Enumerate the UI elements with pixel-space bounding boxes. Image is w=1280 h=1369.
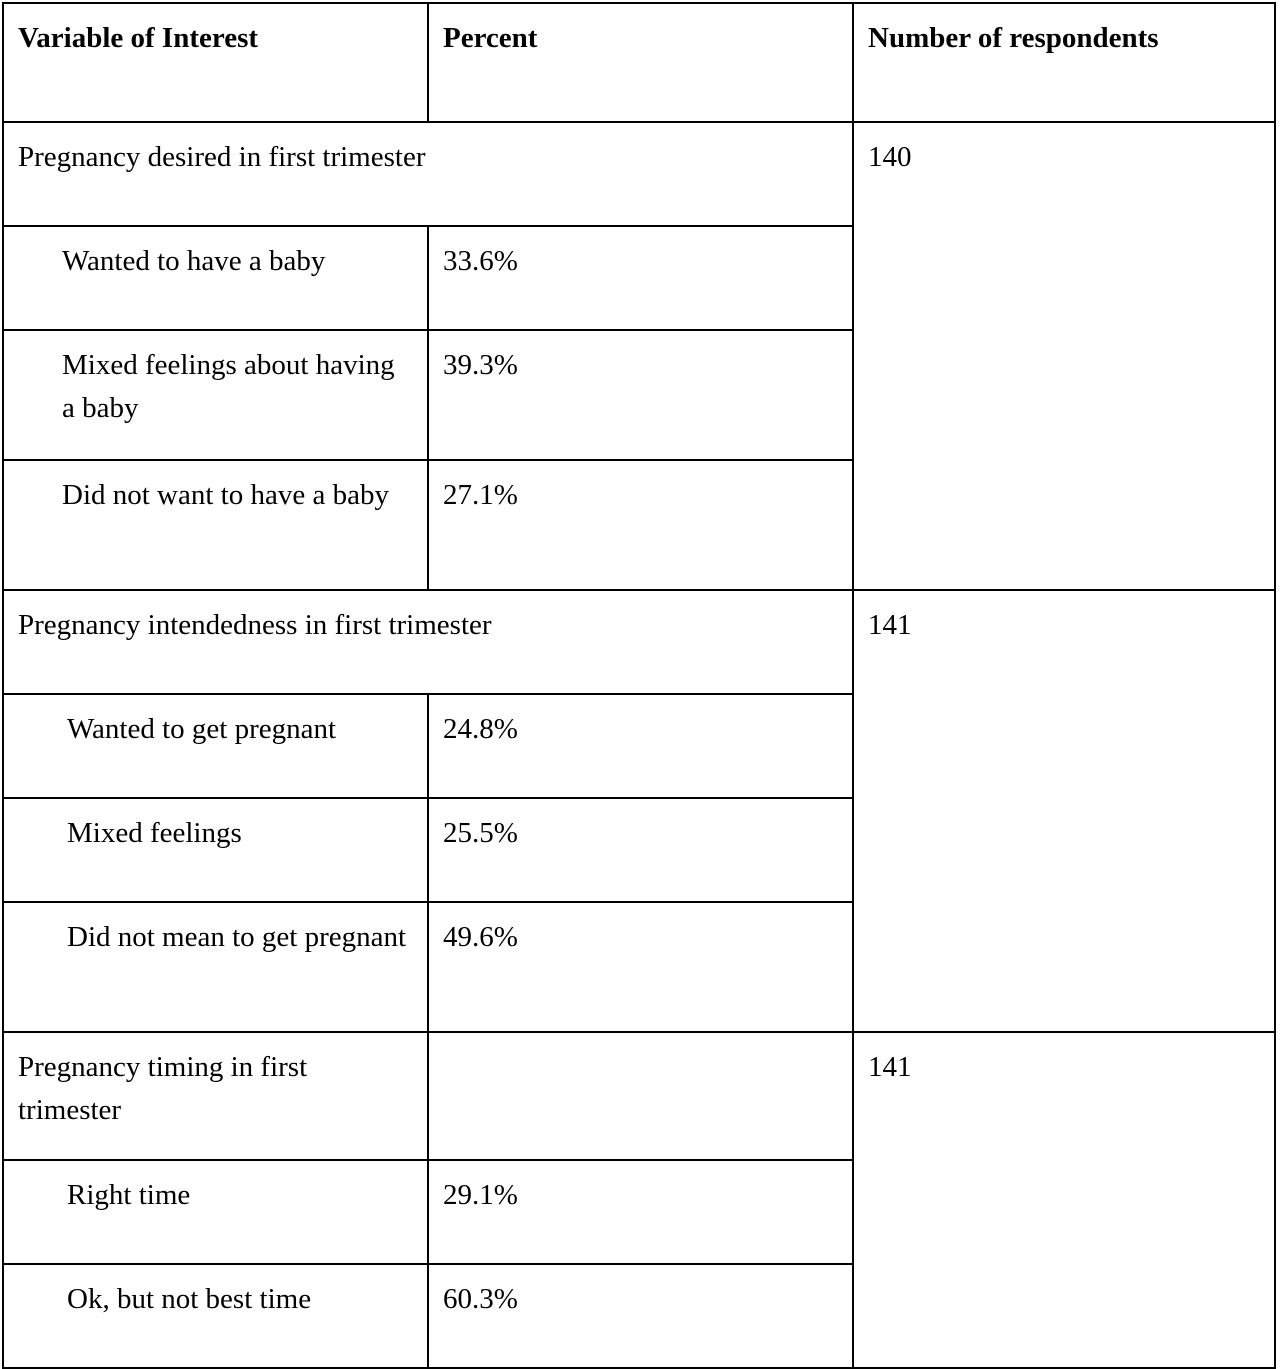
item-label: Mixed feelings about having a baby <box>2 329 429 461</box>
table-row: Did not want to have a baby 27.1% <box>2 459 1275 591</box>
header-row: Variable of Interest Percent Number of r… <box>2 2 1276 123</box>
item-percent: 60.3% <box>427 1263 854 1369</box>
respondents-desired: 140 <box>852 121 1276 591</box>
table-row: Wanted to have a baby 33.6% <box>2 225 1275 331</box>
item-percent: 25.5% <box>427 797 854 903</box>
item-percent: 29.1% <box>427 1159 854 1265</box>
table-row: Mixed feelings 25.5% <box>2 797 1275 903</box>
item-label: Ok, but not best time <box>2 1263 429 1369</box>
header-percent: Percent <box>427 2 854 123</box>
respondents-timing: 141 <box>852 1031 1276 1369</box>
group-row-desired: Pregnancy desired in first trimester 140 <box>2 121 1276 591</box>
header-variable: Variable of Interest <box>2 2 429 123</box>
item-percent: 49.6% <box>427 901 854 1033</box>
item-percent: 24.8% <box>427 693 854 799</box>
group-title-timing: Pregnancy timing in first trimester <box>2 1031 429 1161</box>
group-title-intendedness: Pregnancy intendedness in first trimeste… <box>2 589 854 695</box>
group-percent-empty <box>427 1031 854 1161</box>
group-row-intendedness: Pregnancy intendedness in first trimeste… <box>2 589 1276 1033</box>
table-row: Did not mean to get pregnant 49.6% <box>2 901 1275 1033</box>
header-respondents: Number of respondents <box>852 2 1276 123</box>
item-percent: 27.1% <box>427 459 854 591</box>
item-percent: 33.6% <box>427 225 854 331</box>
table-row: Wanted to get pregnant 24.8% <box>2 693 1275 799</box>
item-label: Wanted to get pregnant <box>2 693 429 799</box>
respondents-intendedness: 141 <box>852 589 1276 1033</box>
group-title-desired: Pregnancy desired in first trimester <box>2 121 854 227</box>
item-label: Mixed feelings <box>2 797 429 903</box>
group-row-timing: Pregnancy timing in first trimester 141 <box>2 1031 1276 1369</box>
item-label: Did not mean to get pregnant <box>2 901 429 1033</box>
item-percent: 39.3% <box>427 329 854 461</box>
item-label: Did not want to have a baby <box>2 459 429 591</box>
table-row: Mixed feelings about having a baby 39.3% <box>2 329 1275 461</box>
item-label: Right time <box>2 1159 429 1265</box>
item-label: Wanted to have a baby <box>2 225 429 331</box>
